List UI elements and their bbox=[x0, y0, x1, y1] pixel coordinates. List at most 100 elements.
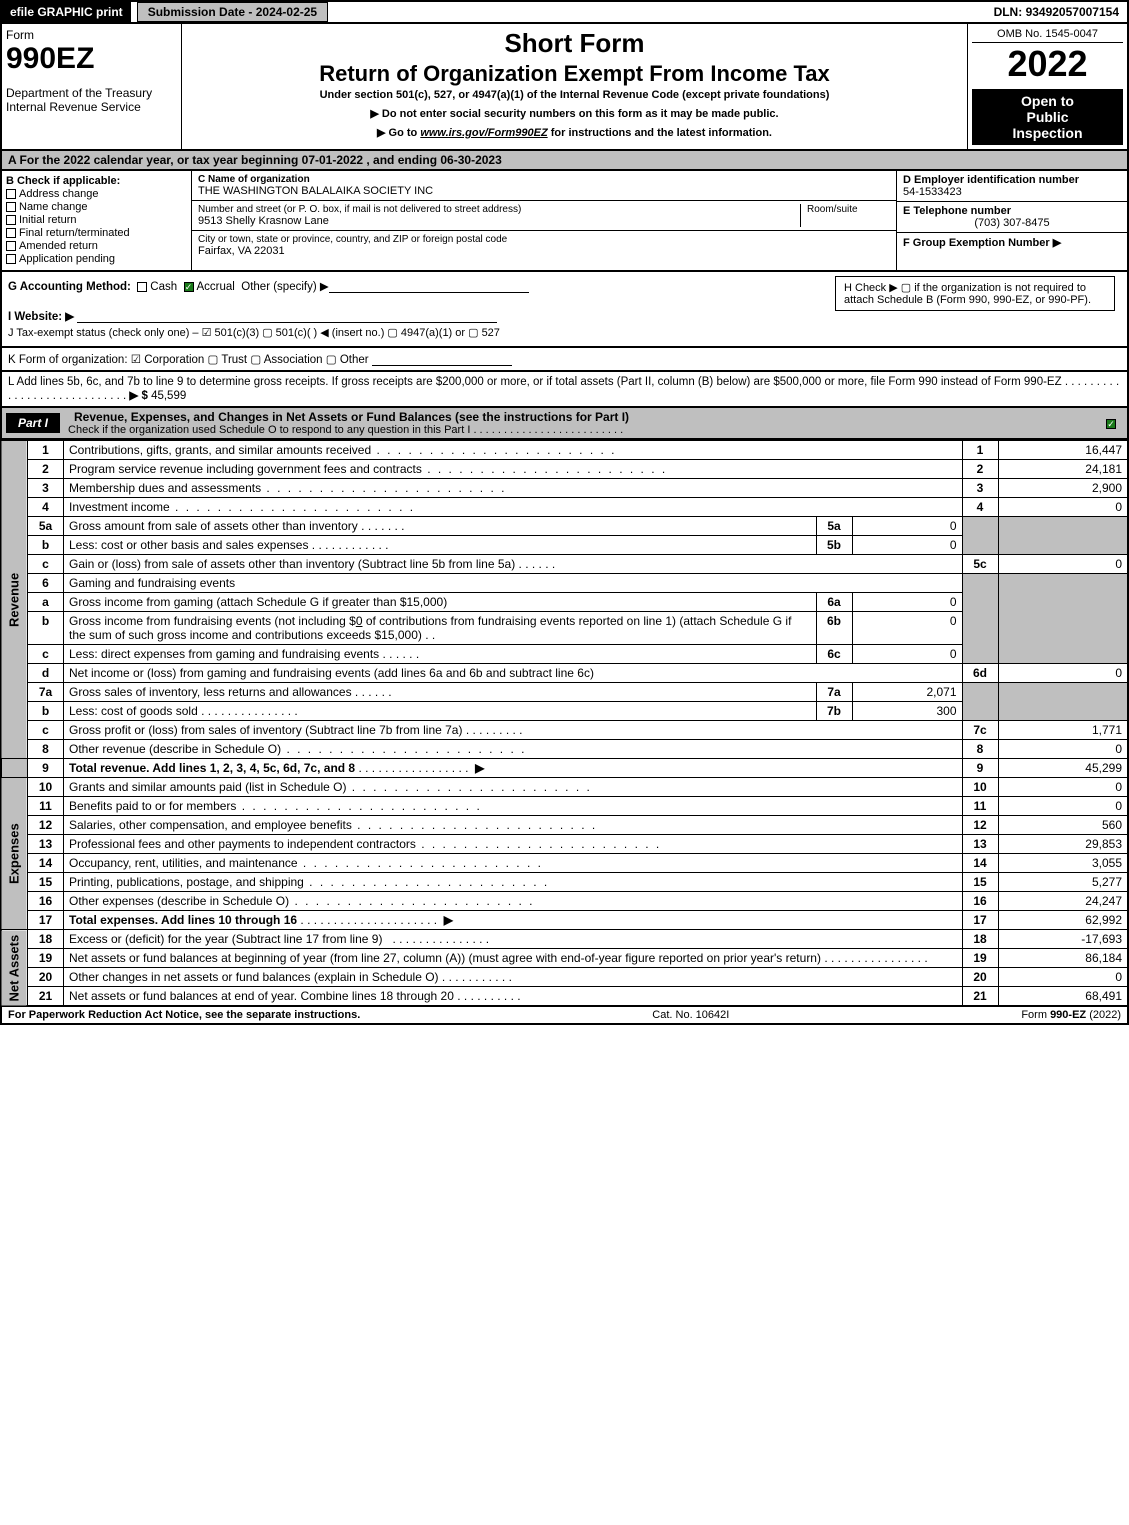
tax-year: 2022 bbox=[972, 43, 1123, 85]
ln-6d: d bbox=[28, 664, 64, 683]
desc-18: Excess or (deficit) for the year (Subtra… bbox=[64, 930, 963, 949]
goto-instructions: ▶ Go to www.irs.gov/Form990EZ for instru… bbox=[190, 126, 959, 139]
submission-date-box: Submission Date - 2024-02-25 bbox=[137, 2, 328, 22]
desc-7a: Gross sales of inventory, less returns a… bbox=[64, 683, 817, 702]
amt-15: 5,277 bbox=[998, 873, 1128, 892]
part1-schedO-text: Check if the organization used Schedule … bbox=[68, 424, 1102, 436]
dln-label: DLN: bbox=[994, 5, 1026, 19]
chk-accrual[interactable]: ✓ bbox=[184, 282, 194, 292]
ln-5b: b bbox=[28, 536, 64, 555]
desc-6c: Less: direct expenses from gaming and fu… bbox=[64, 645, 817, 664]
desc-20: Other changes in net assets or fund bala… bbox=[64, 968, 963, 987]
chk-cash[interactable] bbox=[137, 282, 147, 292]
desc-7c: Gross profit or (loss) from sales of inv… bbox=[64, 721, 963, 740]
num-8: 8 bbox=[962, 740, 998, 759]
irs-link[interactable]: www.irs.gov/Form990EZ bbox=[420, 127, 547, 139]
num-11: 11 bbox=[962, 797, 998, 816]
num-4: 4 bbox=[962, 498, 998, 517]
side-netassets: Net Assets bbox=[1, 930, 28, 1007]
ln-10: 10 bbox=[28, 778, 64, 797]
num-6d: 6d bbox=[962, 664, 998, 683]
i-website: I Website: ▶ bbox=[8, 309, 1121, 323]
k-other-line[interactable] bbox=[372, 354, 512, 366]
open-line2: Public bbox=[974, 109, 1121, 125]
form-header: Form 990EZ Department of the Treasury In… bbox=[0, 24, 1129, 151]
desc-6b: Gross income from fundraising events (no… bbox=[64, 612, 817, 645]
desc-11: Benefits paid to or for members bbox=[64, 797, 963, 816]
k-form-org: K Form of organization: ☑ Corporation ▢ … bbox=[0, 348, 1129, 372]
amt-2: 24,181 bbox=[998, 460, 1128, 479]
num-2: 2 bbox=[962, 460, 998, 479]
chk-address-change[interactable]: Address change bbox=[6, 188, 187, 200]
ln-8: 8 bbox=[28, 740, 64, 759]
amt-14: 3,055 bbox=[998, 854, 1128, 873]
num-19: 19 bbox=[962, 949, 998, 968]
ln-20: 20 bbox=[28, 968, 64, 987]
amt-12: 560 bbox=[998, 816, 1128, 835]
e-phone: E Telephone number (703) 307-8475 bbox=[897, 202, 1127, 233]
ln-21: 21 bbox=[28, 987, 64, 1007]
org-address-row: Number and street (or P. O. box, if mail… bbox=[192, 201, 896, 231]
chk-name-change[interactable]: Name change bbox=[6, 201, 187, 213]
desc-5a: Gross amount from sale of assets other t… bbox=[64, 517, 817, 536]
c-name-label: C Name of organization bbox=[198, 174, 890, 185]
desc-12: Salaries, other compensation, and employ… bbox=[64, 816, 963, 835]
ln-11: 11 bbox=[28, 797, 64, 816]
f-group-exemption: F Group Exemption Number ▶ bbox=[897, 233, 1127, 252]
desc-5b: Less: cost or other basis and sales expe… bbox=[64, 536, 817, 555]
ln-6c: c bbox=[28, 645, 64, 664]
l-gross-receipts: L Add lines 5b, 6c, and 7b to line 9 to … bbox=[0, 372, 1129, 408]
ln-16: 16 bbox=[28, 892, 64, 911]
shade-7 bbox=[962, 683, 998, 721]
goto-pre: ▶ Go to bbox=[377, 127, 420, 139]
efile-print[interactable]: efile GRAPHIC print bbox=[2, 2, 131, 22]
b-label: B Check if applicable: bbox=[6, 175, 187, 187]
desc-10: Grants and similar amounts paid (list in… bbox=[64, 778, 963, 797]
part1-header: Part I Revenue, Expenses, and Changes in… bbox=[0, 408, 1129, 440]
amt-3: 2,900 bbox=[998, 479, 1128, 498]
chk-application-pending[interactable]: Application pending bbox=[6, 253, 187, 265]
amt-6d: 0 bbox=[998, 664, 1128, 683]
open-line3: Inspection bbox=[974, 125, 1121, 141]
desc-6a: Gross income from gaming (attach Schedul… bbox=[64, 593, 817, 612]
sub-5a: 5a bbox=[816, 517, 852, 536]
website-line[interactable] bbox=[77, 311, 497, 323]
org-name-row: C Name of organization THE WASHINGTON BA… bbox=[192, 171, 896, 201]
desc-21: Net assets or fund balances at end of ye… bbox=[64, 987, 963, 1007]
g-label: G Accounting Method: bbox=[8, 281, 131, 293]
amt-8: 0 bbox=[998, 740, 1128, 759]
chk-final-return[interactable]: Final return/terminated bbox=[6, 227, 187, 239]
dept-treasury: Department of the Treasury bbox=[6, 86, 177, 100]
num-12: 12 bbox=[962, 816, 998, 835]
side-revenue: Revenue bbox=[1, 441, 28, 759]
ln-2: 2 bbox=[28, 460, 64, 479]
header-center: Short Form Return of Organization Exempt… bbox=[182, 24, 967, 149]
num-21: 21 bbox=[962, 987, 998, 1007]
section-a-tax-year: A For the 2022 calendar year, or tax yea… bbox=[0, 151, 1129, 171]
city-label: City or town, state or province, country… bbox=[198, 234, 890, 245]
top-bar: efile GRAPHIC print Submission Date - 20… bbox=[0, 0, 1129, 24]
num-5c: 5c bbox=[962, 555, 998, 574]
chk-initial-return[interactable]: Initial return bbox=[6, 214, 187, 226]
desc-6: Gaming and fundraising events bbox=[64, 574, 963, 593]
schedO-checkbox[interactable]: ✓ bbox=[1106, 416, 1127, 430]
subv-5b: 0 bbox=[852, 536, 962, 555]
chk-amended-return[interactable]: Amended return bbox=[6, 240, 187, 252]
h-schedule-b: H Check ▶ ▢ if the organization is not r… bbox=[835, 276, 1115, 311]
desc-3: Membership dues and assessments bbox=[64, 479, 963, 498]
org-city-row: City or town, state or province, country… bbox=[192, 231, 896, 260]
ln-3: 3 bbox=[28, 479, 64, 498]
6b-contrib-amt: 0 bbox=[356, 614, 363, 628]
num-18: 18 bbox=[962, 930, 998, 949]
ein-value: 54-1533423 bbox=[903, 186, 1121, 198]
desc-6d: Net income or (loss) from gaming and fun… bbox=[64, 664, 963, 683]
amt-16: 24,247 bbox=[998, 892, 1128, 911]
num-20: 20 bbox=[962, 968, 998, 987]
desc-7b: Less: cost of goods sold . . . . . . . .… bbox=[64, 702, 817, 721]
section-c: C Name of organization THE WASHINGTON BA… bbox=[192, 171, 897, 270]
ln-13: 13 bbox=[28, 835, 64, 854]
rev-spacer bbox=[1, 759, 28, 778]
form-number: 990EZ bbox=[6, 42, 177, 76]
other-specify-line[interactable] bbox=[329, 281, 529, 293]
dln: DLN: 93492057007154 bbox=[994, 5, 1127, 19]
